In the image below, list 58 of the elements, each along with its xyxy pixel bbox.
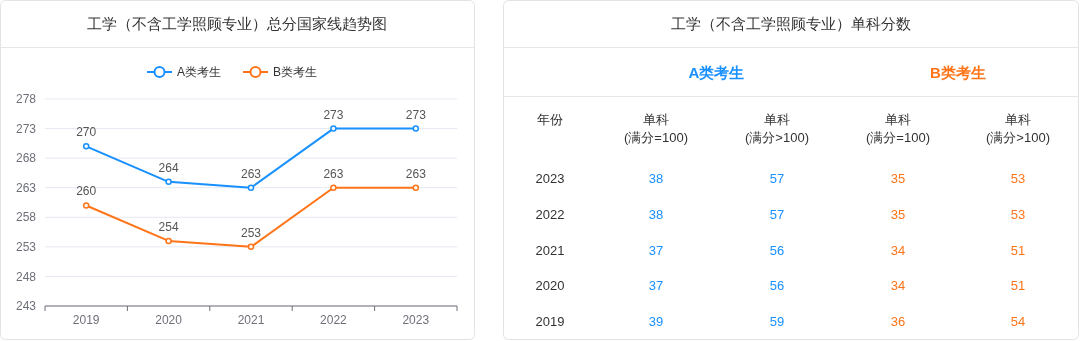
data-label: 35 (890, 206, 906, 222)
data-label: 264 (158, 160, 179, 175)
y-tick-label: 258 (15, 210, 37, 225)
y-tick-label: 253 (15, 240, 37, 255)
data-label: 51 (1010, 277, 1026, 293)
y-axis-title: 年份 (537, 111, 563, 127)
data-label: 35 (890, 170, 906, 186)
data-label: 260 (76, 184, 97, 199)
text: A类考生 (688, 64, 745, 82)
x-tick-label: 2023 (402, 313, 430, 327)
x-tick-label: 单科(满分>100) (986, 111, 1050, 145)
x-tick-label: 单科(满分>100) (745, 111, 809, 145)
chart-title: 工学（不含工学照顾专业）总分国家线趋势图 (87, 15, 387, 32)
data-label: 273 (323, 107, 344, 122)
data-label: 59 (769, 313, 785, 329)
data-label: 37 (648, 277, 664, 293)
data-label: 38 (648, 170, 664, 186)
y-tick-label: 273 (15, 121, 37, 136)
y-tick-label: 2022 (535, 206, 565, 222)
x-tick-label: 2019 (72, 313, 100, 327)
data-label: 54 (1010, 313, 1026, 329)
data-label: 37 (648, 242, 664, 258)
data-label: 263 (240, 166, 262, 181)
data-label: 51 (1010, 242, 1026, 258)
data-label: 38 (648, 206, 664, 222)
data-label: 56 (769, 242, 785, 258)
x-tick-label: 2020 (155, 313, 183, 327)
data-label: 254 (158, 219, 179, 234)
data-label: 36 (890, 313, 906, 329)
y-tick-label: 2020 (535, 277, 565, 293)
x-tick-label: 2022 (320, 313, 348, 327)
y-tick-label: 263 (15, 180, 37, 195)
data-label: 34 (890, 277, 906, 293)
data-label: 273 (405, 107, 427, 122)
data-label: 53 (1010, 170, 1026, 186)
y-tick-label: 248 (15, 269, 37, 284)
legend-label: A类考生 (177, 65, 222, 80)
y-tick-label: 278 (15, 92, 37, 107)
data-label: 56 (769, 277, 785, 293)
y-tick-label: 243 (15, 299, 37, 314)
data-label: 270 (76, 125, 97, 140)
data-label: 263 (405, 166, 427, 181)
data-label: 263 (323, 166, 344, 181)
chart-title: 工学（不含工学照顾专业）单科分数 (670, 15, 911, 32)
data-label: 57 (769, 206, 785, 222)
legend-label: B类考生 (273, 65, 318, 80)
x-tick-label: 2021 (237, 313, 265, 327)
data-label: 253 (240, 225, 262, 240)
data-label: 39 (648, 313, 664, 329)
y-tick-label: 268 (15, 151, 37, 166)
x-tick-label: 单科(满分=100) (866, 111, 930, 145)
y-tick-label: 2021 (535, 242, 565, 258)
x-tick-label: 单科(满分=100) (624, 111, 688, 145)
data-label: 34 (890, 242, 906, 258)
data-label: 53 (1010, 206, 1026, 222)
text: B类考生 (930, 64, 986, 82)
data-label: 57 (769, 170, 785, 186)
y-tick-label: 2023 (535, 170, 565, 186)
